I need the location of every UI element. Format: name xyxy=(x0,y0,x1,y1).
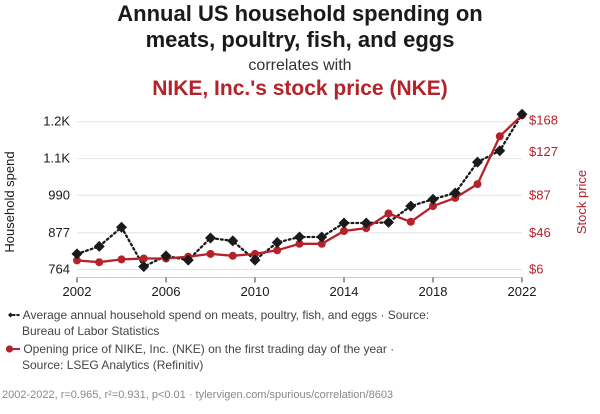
svg-text:$6: $6 xyxy=(529,262,543,277)
svg-text:$87: $87 xyxy=(529,187,551,202)
svg-text:2002: 2002 xyxy=(63,284,92,299)
svg-text:990: 990 xyxy=(48,187,70,202)
svg-text:2022: 2022 xyxy=(508,284,537,299)
svg-text:$127: $127 xyxy=(529,144,558,159)
svg-text:1.1K: 1.1K xyxy=(43,151,70,166)
svg-text:877: 877 xyxy=(48,225,70,240)
svg-text:764: 764 xyxy=(48,262,70,277)
svg-text:2018: 2018 xyxy=(419,284,448,299)
svg-text:2014: 2014 xyxy=(330,284,359,299)
svg-text:Stock price: Stock price xyxy=(574,170,589,234)
svg-text:Household spend: Household spend xyxy=(2,151,17,252)
svg-text:2006: 2006 xyxy=(152,284,181,299)
svg-text:$46: $46 xyxy=(529,225,551,240)
svg-text:$168: $168 xyxy=(529,113,558,128)
svg-text:2010: 2010 xyxy=(241,284,270,299)
svg-text:1.2K: 1.2K xyxy=(43,114,70,129)
